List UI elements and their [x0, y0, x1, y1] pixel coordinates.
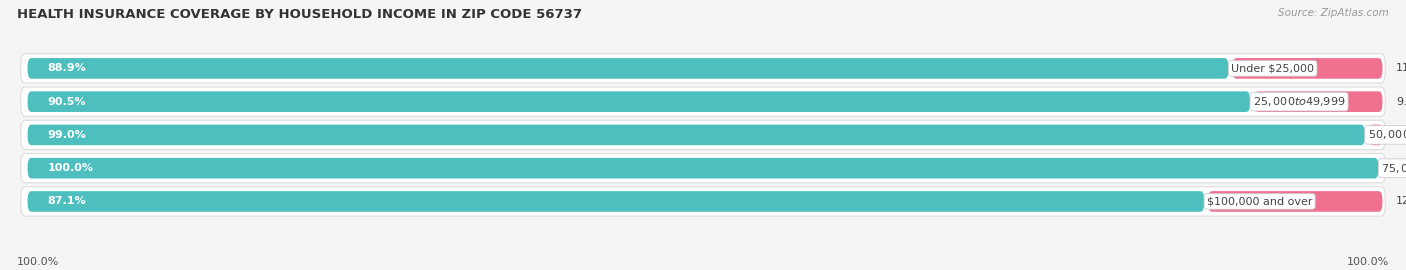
FancyBboxPatch shape — [28, 158, 1378, 178]
Text: 9.5%: 9.5% — [1396, 97, 1406, 107]
FancyBboxPatch shape — [21, 154, 1385, 183]
Text: 99.0%: 99.0% — [48, 130, 87, 140]
Text: 88.9%: 88.9% — [48, 63, 87, 73]
Text: 11.1%: 11.1% — [1396, 63, 1406, 73]
FancyBboxPatch shape — [28, 191, 1204, 212]
Text: $50,000 to $74,999: $50,000 to $74,999 — [1368, 129, 1406, 141]
Text: 1.0%: 1.0% — [1396, 130, 1406, 140]
Text: 100.0%: 100.0% — [1347, 257, 1389, 267]
Text: 100.0%: 100.0% — [17, 257, 59, 267]
Text: $100,000 and over: $100,000 and over — [1206, 197, 1312, 207]
FancyBboxPatch shape — [21, 120, 1385, 150]
Text: Source: ZipAtlas.com: Source: ZipAtlas.com — [1278, 8, 1389, 18]
Text: 87.1%: 87.1% — [48, 197, 86, 207]
Text: HEALTH INSURANCE COVERAGE BY HOUSEHOLD INCOME IN ZIP CODE 56737: HEALTH INSURANCE COVERAGE BY HOUSEHOLD I… — [17, 8, 582, 21]
FancyBboxPatch shape — [28, 91, 1250, 112]
Text: Under $25,000: Under $25,000 — [1232, 63, 1315, 73]
FancyBboxPatch shape — [1369, 125, 1382, 145]
FancyBboxPatch shape — [21, 87, 1385, 116]
Text: 90.5%: 90.5% — [48, 97, 86, 107]
FancyBboxPatch shape — [28, 125, 1365, 145]
FancyBboxPatch shape — [1233, 58, 1382, 79]
FancyBboxPatch shape — [1254, 91, 1382, 112]
FancyBboxPatch shape — [21, 187, 1385, 216]
Text: $25,000 to $49,999: $25,000 to $49,999 — [1253, 95, 1346, 108]
FancyBboxPatch shape — [1208, 191, 1382, 212]
Text: $75,000 to $99,999: $75,000 to $99,999 — [1381, 162, 1406, 175]
FancyBboxPatch shape — [21, 54, 1385, 83]
Text: 100.0%: 100.0% — [48, 163, 94, 173]
FancyBboxPatch shape — [28, 58, 1229, 79]
Text: 12.9%: 12.9% — [1396, 197, 1406, 207]
Text: 0.0%: 0.0% — [1399, 163, 1406, 173]
